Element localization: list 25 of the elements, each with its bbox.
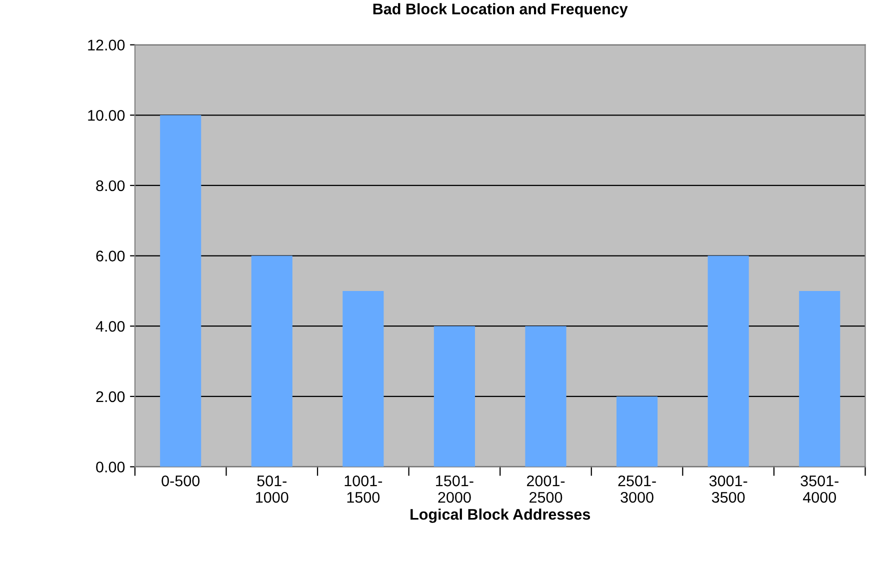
- y-tick-label: 10.00: [88, 110, 125, 121]
- x-tick-label: 3501- 4000: [800, 476, 838, 503]
- x-tick-label: 501- 1000: [256, 476, 288, 503]
- y-tick-label: 6.00: [96, 250, 125, 262]
- x-tick-label: 3001- 3500: [709, 476, 748, 503]
- y-tick-label: 4.00: [96, 320, 125, 332]
- bar: [251, 256, 292, 467]
- bar: [616, 396, 658, 467]
- chart-title: Bad Block Location and Frequency: [373, 3, 628, 18]
- y-tick-label: 0.00: [96, 462, 125, 472]
- bar: [708, 256, 749, 467]
- bar: [160, 115, 202, 467]
- x-axis-title: Logical Block Addresses: [410, 508, 590, 523]
- bar: [525, 326, 566, 467]
- y-tick-label: 2.00: [96, 391, 125, 402]
- x-tick-label: 1501- 2000: [436, 476, 474, 503]
- x-tick-label: 1001- 1500: [344, 476, 382, 503]
- bar: [342, 290, 384, 467]
- x-tick-label: 0-500: [162, 476, 200, 486]
- y-tick-label: 8.00: [96, 180, 125, 192]
- x-tick-label: 2501- 3000: [618, 476, 656, 503]
- x-tick-label: 2001- 2500: [526, 476, 565, 503]
- y-tick-label: 12.00: [88, 40, 125, 50]
- bar: [434, 326, 475, 467]
- bar: [799, 290, 840, 467]
